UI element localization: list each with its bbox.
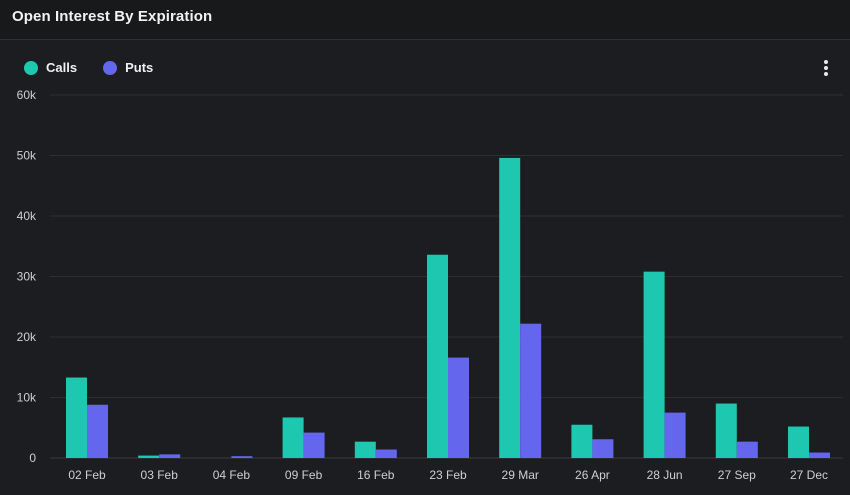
x-tick-label: 28 Jun <box>647 468 683 482</box>
y-tick-label: 60k <box>17 88 37 102</box>
chart-legend: Calls Puts <box>24 60 179 75</box>
calls-bar <box>427 254 448 458</box>
puts-bar <box>231 456 253 458</box>
x-tick-label: 29 Mar <box>502 468 539 482</box>
calls-legend-swatch <box>24 60 38 75</box>
x-tick-label: 27 Dec <box>790 468 828 482</box>
calls-bar <box>643 271 665 458</box>
legend-label-puts: Puts <box>125 60 154 75</box>
calls-bar <box>499 157 521 459</box>
menu-dot <box>824 72 828 76</box>
x-tick-label: 27 Sep <box>718 468 756 482</box>
panel-header: Open Interest By Expiration <box>0 0 850 40</box>
x-tick-label: 26 Apr <box>575 468 610 482</box>
page-title: Open Interest By Expiration <box>12 8 213 25</box>
x-tick-label: 23 Feb <box>429 468 467 482</box>
puts-bar <box>303 432 325 458</box>
x-tick-label: 03 Feb <box>141 468 179 482</box>
x-tick-label: 02 Feb <box>68 468 106 482</box>
puts-bar <box>809 452 830 458</box>
menu-dot <box>824 66 828 70</box>
calls-bar <box>354 441 376 458</box>
menu-dot <box>824 60 828 64</box>
calls-bar <box>715 403 737 458</box>
puts-bar <box>159 454 181 458</box>
puts-bar <box>448 357 469 458</box>
puts-legend-swatch <box>103 60 118 75</box>
puts-bar <box>736 441 758 458</box>
calls-bar <box>138 455 160 458</box>
calls-bar <box>571 424 593 458</box>
y-tick-label: 50k <box>17 149 37 163</box>
puts-bar <box>520 323 542 458</box>
puts-bar <box>664 412 686 458</box>
y-tick-label: 0 <box>29 451 36 465</box>
y-tick-label: 20k <box>17 330 37 344</box>
puts-bar <box>592 439 614 458</box>
puts-bar <box>375 449 397 458</box>
x-tick-label: 04 Feb <box>213 468 251 482</box>
calls-bar <box>66 377 87 458</box>
y-tick-label: 30k <box>17 270 37 284</box>
more-vertical-icon[interactable] <box>816 57 836 79</box>
x-tick-label: 16 Feb <box>357 468 395 482</box>
calls-bar <box>788 426 809 458</box>
legend-label-calls: Calls <box>46 60 78 75</box>
puts-bar <box>87 404 108 458</box>
x-tick-label: 09 Feb <box>285 468 323 482</box>
legend-item-puts[interactable]: Puts <box>103 60 153 75</box>
y-tick-label: 40k <box>17 209 37 223</box>
calls-bar <box>282 417 304 458</box>
y-tick-label: 10k <box>17 391 37 405</box>
legend-item-calls[interactable]: Calls <box>24 60 77 75</box>
